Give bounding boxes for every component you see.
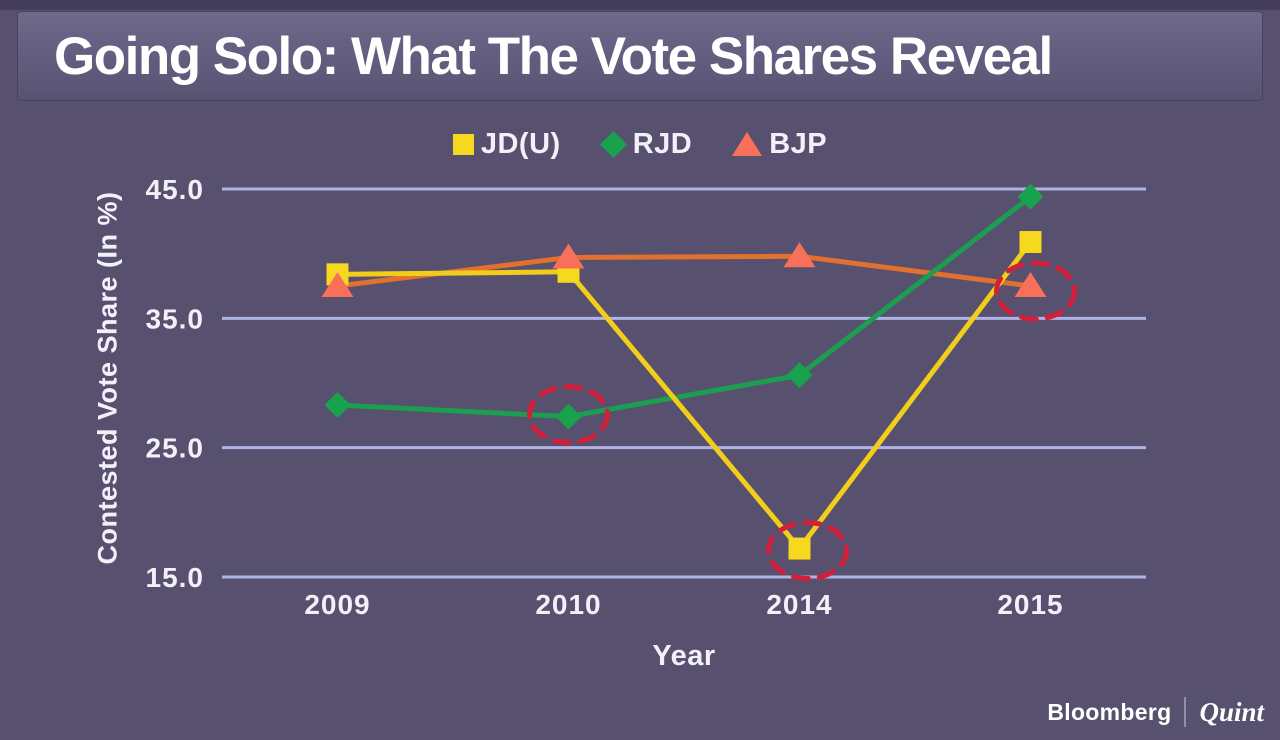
legend-item-rjd: RJD bbox=[599, 127, 693, 161]
marker-square bbox=[788, 537, 811, 560]
chart-legend: JD(U) RJD BJP bbox=[0, 124, 1280, 164]
highlight-circle bbox=[766, 520, 849, 582]
legend-item-jdu: JD(U) bbox=[452, 127, 561, 161]
marker-diamond bbox=[555, 403, 582, 430]
y-tick-label: 25.0 bbox=[146, 433, 205, 464]
x-tick-label: 2014 bbox=[766, 589, 832, 620]
top-strip bbox=[0, 0, 1280, 10]
bloomberg-logo: Bloomberg bbox=[1047, 698, 1172, 725]
marker-square bbox=[1019, 231, 1042, 254]
x-tick-label: 2009 bbox=[304, 589, 370, 620]
x-tick-label: 2015 bbox=[997, 589, 1063, 620]
legend-item-bjp: BJP bbox=[732, 128, 827, 161]
brand-footer: Bloomberg Quint bbox=[1047, 692, 1264, 732]
y-tick-label: 45.0 bbox=[146, 174, 205, 205]
page-title: Going Solo: What The Vote Shares Reveal bbox=[54, 26, 1053, 86]
square-marker-icon bbox=[452, 133, 474, 155]
marker-triangle bbox=[783, 242, 816, 268]
legend-label: BJP bbox=[769, 127, 828, 160]
marker-triangle bbox=[321, 272, 354, 297]
series-line-JD(U) bbox=[337, 240, 1033, 553]
series-line-RJD bbox=[337, 194, 1033, 420]
quint-logo: Quint bbox=[1199, 696, 1264, 727]
marker-triangle bbox=[1014, 272, 1047, 297]
y-tick-label: 15.0 bbox=[146, 562, 205, 593]
marker-diamond bbox=[324, 391, 351, 418]
y-tick-label: 35.0 bbox=[146, 303, 205, 334]
brand-separator bbox=[1184, 697, 1187, 727]
x-axis-title: Year bbox=[652, 640, 716, 672]
legend-label: JD(U) bbox=[480, 127, 561, 160]
marker-diamond bbox=[786, 362, 813, 389]
highlight-circle bbox=[527, 384, 610, 446]
legend-label: RJD bbox=[632, 127, 693, 160]
x-tick-label: 2010 bbox=[535, 589, 601, 620]
marker-diamond bbox=[1017, 183, 1044, 210]
title-banner: Going Solo: What The Vote Shares Reveal bbox=[18, 12, 1262, 100]
triangle-marker-icon bbox=[732, 132, 763, 156]
highlight-circle bbox=[994, 260, 1077, 322]
marker-triangle bbox=[552, 243, 585, 269]
